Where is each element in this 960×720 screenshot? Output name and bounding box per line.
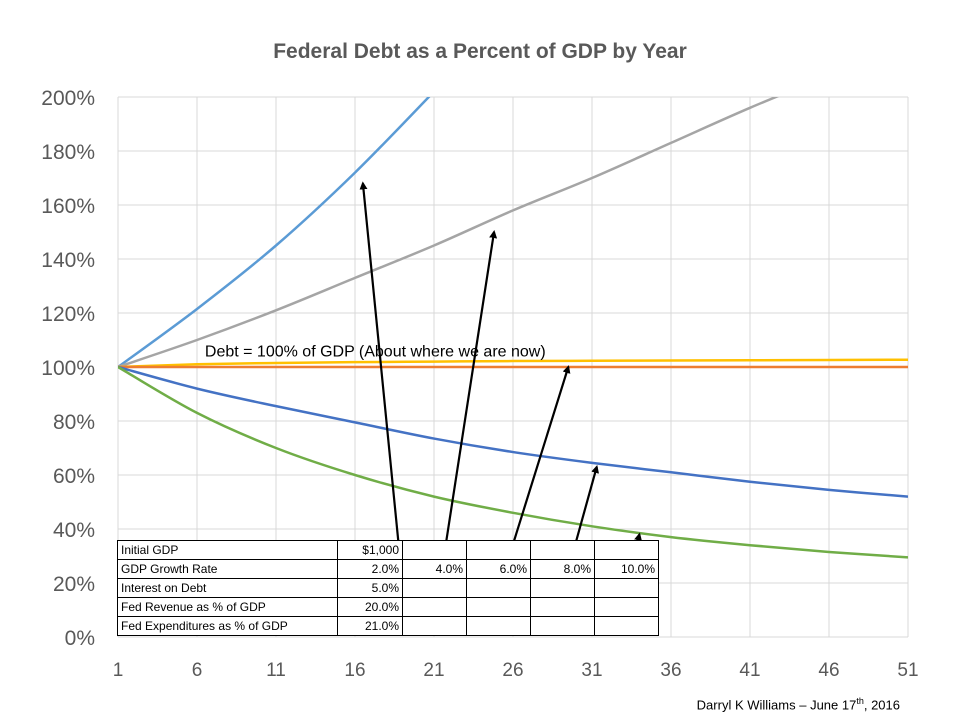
table-alt-cell xyxy=(594,578,659,598)
y-tick-label: 0% xyxy=(65,627,95,650)
table-value-cell: 21.0% xyxy=(337,616,403,636)
table-alt-cell xyxy=(594,616,659,636)
y-tick-label: 40% xyxy=(53,519,95,542)
annotation-text: Debt = 100% of GDP (About where we are n… xyxy=(205,344,546,361)
table-alt-cell xyxy=(466,540,531,560)
x-tick-label: 51 xyxy=(897,660,918,681)
table-row: GDP Growth Rate 2.0% 4.0% 6.0% 8.0% 10.0% xyxy=(117,559,659,579)
x-tick-label: 11 xyxy=(266,660,286,681)
x-tick-label: 41 xyxy=(739,660,760,681)
table-alt-cell xyxy=(402,578,467,598)
table-label-cell: Interest on Debt xyxy=(117,578,338,598)
x-tick-label: 36 xyxy=(660,660,681,681)
table-label-cell: Initial GDP xyxy=(117,540,338,560)
pointer-arrow xyxy=(440,230,498,570)
table-alt-cell: 4.0% xyxy=(402,559,467,579)
table-value-cell: 2.0% xyxy=(337,559,403,579)
table-label-cell: GDP Growth Rate xyxy=(117,559,338,579)
table-alt-cell xyxy=(594,540,659,560)
table-row: Fed Revenue as % of GDP 20.0% xyxy=(117,597,659,617)
table-label-cell: Fed Revenue as % of GDP xyxy=(117,597,338,617)
x-tick-label: 1 xyxy=(113,660,124,681)
y-tick-label: 80% xyxy=(53,411,95,434)
table-alt-cell: 10.0% xyxy=(594,559,659,579)
table-row: Interest on Debt 5.0% xyxy=(117,578,659,598)
series-line-5 xyxy=(118,365,908,559)
table-value-cell: 20.0% xyxy=(337,597,403,617)
chart-title: Federal Debt as a Percent of GDP by Year xyxy=(273,40,687,63)
credit-sup: th xyxy=(856,696,864,706)
y-tick-label: 20% xyxy=(53,573,95,596)
table-alt-cell xyxy=(530,578,595,598)
series-line-1 xyxy=(118,97,780,369)
pointer-arrow xyxy=(359,181,401,551)
author-credit: Darryl K Williams – June 17th, 2016 xyxy=(697,696,900,712)
series-line-2 xyxy=(118,358,908,369)
series-line-0 xyxy=(118,97,431,369)
table-alt-cell xyxy=(530,616,595,636)
x-tick-label: 21 xyxy=(423,660,444,681)
credit-suffix: , 2016 xyxy=(863,697,900,713)
table-alt-cell xyxy=(402,616,467,636)
table-alt-cell: 6.0% xyxy=(466,559,531,579)
table-alt-cell xyxy=(530,540,595,560)
table-alt-cell xyxy=(530,597,595,617)
pointer-arrow xyxy=(504,365,571,570)
table-label-cell: Fed Expenditures as % of GDP xyxy=(117,616,338,636)
y-tick-label: 140% xyxy=(41,249,95,272)
table-row: Fed Expenditures as % of GDP 21.0% xyxy=(117,616,659,636)
credit-prefix: Darryl K Williams – June 17 xyxy=(696,697,857,713)
y-tick-label: 100% xyxy=(41,357,95,380)
y-tick-label: 60% xyxy=(53,465,95,488)
y-tick-label: 120% xyxy=(41,303,95,326)
assumptions-table: Initial GDP $1,000 GDP Growth Rate 2.0% 4.0%… xyxy=(117,540,659,636)
y-tick-label: 200% xyxy=(41,87,95,110)
table-row: Initial GDP $1,000 xyxy=(117,540,659,560)
x-tick-label: 46 xyxy=(818,660,839,681)
table-alt-cell: 8.0% xyxy=(530,559,595,579)
x-tick-label: 6 xyxy=(192,660,203,681)
y-tick-label: 180% xyxy=(41,141,95,164)
table-alt-cell xyxy=(594,597,659,617)
table-value-cell: 5.0% xyxy=(337,578,403,598)
series-line-4 xyxy=(118,365,908,498)
table-value-cell: $1,000 xyxy=(337,540,403,560)
table-alt-cell xyxy=(466,597,531,617)
x-tick-label: 26 xyxy=(502,660,523,681)
table-alt-cell xyxy=(402,540,467,560)
table-alt-cell xyxy=(466,578,531,598)
x-tick-label: 16 xyxy=(344,660,365,681)
table-alt-cell xyxy=(466,616,531,636)
x-tick-label: 31 xyxy=(581,660,602,681)
table-alt-cell xyxy=(402,597,467,617)
y-tick-label: 160% xyxy=(41,195,95,218)
